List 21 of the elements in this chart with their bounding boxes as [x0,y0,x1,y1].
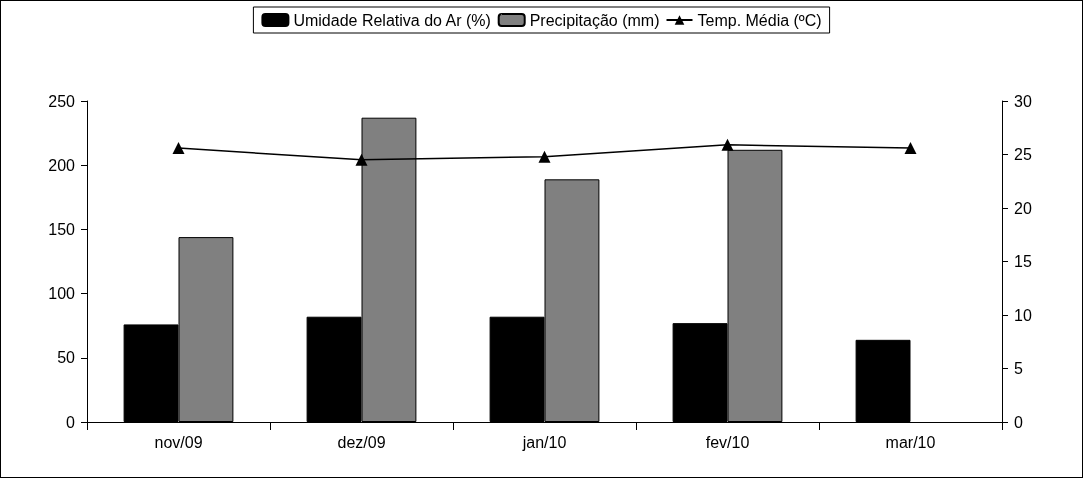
legend-label: Temp. Média (ºC) [697,11,822,29]
x-tick-label: mar/10 [885,433,936,451]
y2-tick-label: 30 [1014,92,1032,110]
y-tick-label: 50 [57,349,76,367]
legend-label: Precipitação (mm) [529,11,660,29]
y2-tick-label: 0 [1014,413,1023,431]
y-tick-label: 250 [48,92,76,110]
y2-tick-label: 20 [1014,199,1032,217]
y-tick-label: 200 [48,156,76,174]
x-tick-label: dez/09 [337,433,386,451]
y-tick-label: 150 [48,220,76,238]
x-tick-label: jan/10 [521,433,567,451]
legend-label: Umidade Relativa do Ar (%) [293,11,491,29]
y2-tick-label: 10 [1014,306,1032,324]
y2-tick-label: 15 [1014,253,1032,270]
y-tick-label: 0 [66,413,76,431]
x-tick-label: nov/09 [154,433,203,451]
y2-tick-label: 25 [1014,146,1032,163]
y2-tick-label: 5 [1014,360,1023,377]
x-tick-label: fev/10 [705,433,750,451]
y-tick-label: 100 [48,285,76,303]
